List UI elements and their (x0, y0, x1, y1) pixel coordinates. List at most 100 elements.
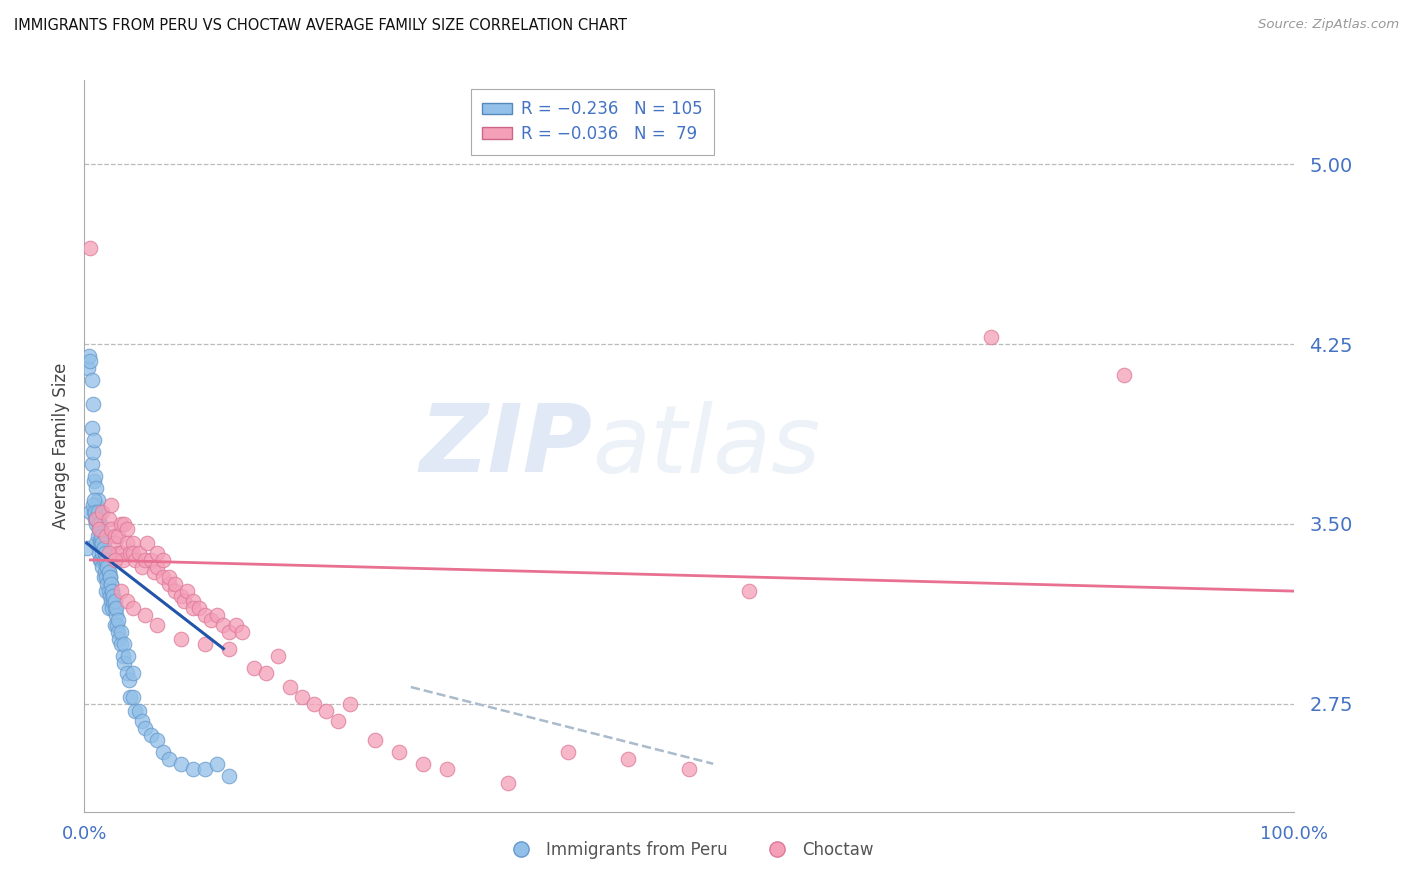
Point (91, 505, 114, 519)
Point (267, 648, 290, 663)
Point (146, 546, 169, 560)
Point (89, 533, 111, 548)
Point (80, 421, 103, 435)
Point (104, 600, 127, 615)
Point (93, 536, 115, 550)
Point (104, 529, 127, 543)
Point (194, 637, 217, 651)
Point (134, 721, 156, 735)
Point (128, 546, 150, 560)
Point (94, 553, 117, 567)
Point (1114, 368, 1136, 383)
Point (188, 600, 211, 615)
Text: IMMIGRANTS FROM PERU VS CHOCTAW AVERAGE FAMILY SIZE CORRELATION CHART: IMMIGRANTS FROM PERU VS CHOCTAW AVERAGE … (14, 18, 627, 33)
Point (105, 617, 128, 632)
Point (101, 584, 124, 599)
Point (980, 330, 1002, 344)
Point (136, 536, 159, 550)
Point (207, 756, 229, 771)
Point (115, 522, 138, 536)
Point (218, 769, 240, 783)
Point (83, 474, 105, 488)
Point (100, 498, 122, 512)
Point (100, 522, 122, 536)
Point (181, 600, 204, 615)
Point (103, 589, 125, 603)
Point (96, 560, 118, 574)
Point (107, 624, 129, 639)
Point (170, 632, 193, 646)
Point (143, 565, 166, 579)
Y-axis label: Average Family Size: Average Family Size (52, 363, 70, 529)
Point (86, 498, 108, 512)
Point (101, 584, 124, 599)
Point (100, 593, 122, 607)
Point (91, 536, 114, 550)
Point (121, 546, 143, 560)
Point (112, 648, 135, 663)
Point (86, 512, 108, 526)
Point (98, 570, 121, 584)
Point (86, 512, 108, 526)
Point (121, 600, 143, 615)
Point (93, 541, 115, 555)
Point (100, 577, 122, 591)
Point (124, 704, 146, 718)
Point (678, 762, 700, 776)
Point (94, 565, 117, 579)
Point (97, 584, 120, 599)
Point (84, 505, 107, 519)
Point (97, 546, 120, 560)
Point (84, 512, 107, 526)
Point (107, 613, 129, 627)
Point (115, 536, 138, 550)
Point (218, 641, 240, 656)
Point (82, 445, 104, 459)
Point (121, 536, 143, 550)
Point (170, 756, 193, 771)
Point (97, 565, 120, 579)
Point (80, 373, 103, 387)
Point (94, 584, 117, 599)
Point (83, 433, 105, 447)
Point (96, 560, 118, 574)
Point (86, 516, 108, 531)
Point (302, 697, 325, 711)
Point (436, 762, 458, 776)
Point (388, 745, 411, 759)
Point (90, 522, 112, 536)
Point (131, 714, 153, 728)
Point (77, 361, 100, 376)
Point (86, 529, 108, 543)
Point (86, 505, 108, 519)
Point (121, 690, 143, 704)
Point (146, 617, 169, 632)
Point (87, 522, 110, 536)
Point (115, 665, 138, 680)
Point (98, 570, 121, 584)
Point (107, 546, 129, 560)
Point (254, 665, 277, 680)
Point (110, 624, 132, 639)
Point (89, 516, 111, 531)
Point (104, 536, 127, 550)
Point (94, 529, 117, 543)
Point (157, 752, 180, 766)
Point (90, 529, 112, 543)
Point (89, 553, 111, 567)
Point (86, 481, 108, 495)
Point (207, 608, 229, 623)
Point (134, 608, 156, 623)
Point (120, 546, 142, 560)
Point (181, 762, 204, 776)
Point (617, 752, 640, 766)
Point (152, 570, 174, 584)
Point (121, 665, 143, 680)
Point (218, 624, 240, 639)
Point (98, 589, 121, 603)
Point (110, 546, 132, 560)
Point (90, 536, 112, 550)
Point (120, 690, 142, 704)
Point (77, 349, 100, 363)
Point (93, 570, 115, 584)
